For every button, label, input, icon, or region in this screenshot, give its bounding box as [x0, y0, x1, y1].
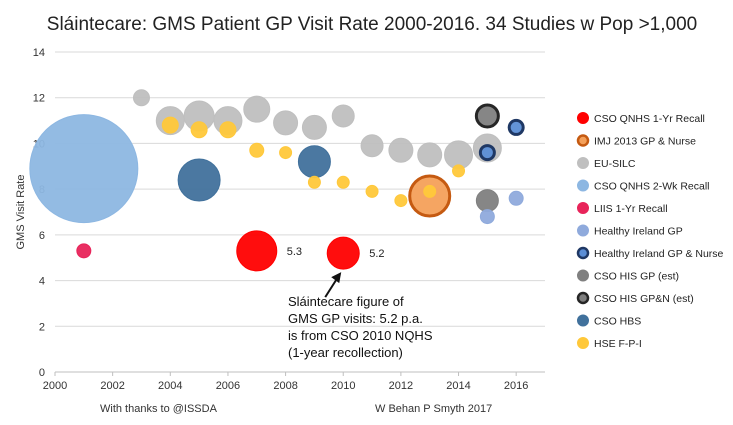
bubble [301, 114, 327, 140]
bubble [279, 146, 293, 160]
annotation: Sláintecare figure of GMS GP visits: 5.2 … [288, 272, 433, 360]
footer-left: With thanks to @ISSDA [100, 403, 218, 415]
footer-right: W Behan P Smyth 2017 [375, 403, 492, 415]
bubble [190, 121, 208, 139]
legend-label: HSE F-P-I [594, 338, 642, 350]
bubble [388, 137, 414, 163]
legend-marker [576, 291, 590, 305]
bubble [76, 243, 92, 259]
legend-label: IMJ 2013 GP & Nurse [594, 136, 696, 148]
legend-label: Healthy Ireland GP & Nurse [594, 248, 724, 260]
y-tick-label: 6 [39, 230, 45, 242]
y-tick-label: 12 [33, 93, 45, 105]
data-labels: 5.3 5.2 [287, 246, 385, 260]
legend-label: EU-SILC [594, 158, 636, 170]
bubble [394, 194, 408, 208]
data-label: 5.2 [369, 248, 384, 260]
bubble [307, 175, 321, 189]
x-tick-label: 2006 [216, 380, 240, 392]
legend: CSO QNHS 1-Yr Recall IMJ 2013 GP & Nurse E… [576, 112, 724, 350]
legend-marker [577, 179, 589, 192]
bubble [417, 142, 443, 168]
bubble [478, 144, 496, 162]
bubble [249, 142, 265, 158]
bubble [219, 121, 237, 139]
x-tick-label: 2004 [158, 380, 182, 392]
annotation-arrow-head [331, 272, 342, 284]
legend-label: LIIS 1-Yr Recall [594, 203, 668, 215]
legend-marker [577, 269, 589, 282]
bubble [452, 164, 466, 178]
legend-label: CSO HIS GP&N (est) [594, 293, 694, 305]
axes: 0246810121420002002200420062008201020122… [15, 47, 545, 392]
bubble [161, 116, 179, 134]
legend-label: CSO QNHS 1-Yr Recall [594, 113, 705, 125]
bubble [507, 118, 525, 136]
legend-marker [576, 134, 590, 147]
legend-marker [577, 224, 589, 237]
y-tick-label: 2 [39, 321, 45, 333]
bubble [331, 104, 355, 128]
legend-marker [577, 314, 589, 327]
x-tick-label: 2000 [43, 380, 67, 392]
bubble [423, 184, 437, 198]
x-tick-label: 2002 [100, 380, 124, 392]
bubble [177, 158, 221, 202]
y-tick-label: 4 [39, 276, 45, 288]
x-tick-label: 2016 [504, 380, 528, 392]
bubble [508, 190, 524, 206]
x-tick-label: 2012 [389, 380, 413, 392]
bubble [474, 103, 500, 129]
bubble [132, 89, 150, 107]
bubble [326, 236, 360, 270]
x-tick-label: 2014 [446, 380, 470, 392]
chart-title: Sláintecare: GMS Patient GP Visit Rate 2… [47, 14, 697, 35]
annotation-text-line: is from CSO 2010 NQHS [288, 328, 433, 343]
annotation-text-line: (1-year recollection) [288, 345, 403, 360]
bubbles [29, 89, 525, 272]
legend-label: CSO QNHS 2-Wk Recall [594, 181, 710, 193]
legend-label: Healthy Ireland GP [594, 226, 683, 238]
legend-label: CSO HIS GP (est) [594, 271, 679, 283]
legend-marker [577, 157, 589, 169]
legend-marker [577, 202, 589, 214]
bubble [243, 95, 271, 123]
legend-label: CSO HBS [594, 316, 641, 328]
y-axis-label: GMS Visit Rate [15, 175, 27, 250]
bubble [29, 114, 139, 224]
y-tick-label: 14 [33, 47, 45, 59]
bubble [475, 189, 499, 213]
y-tick-label: 0 [39, 367, 45, 379]
data-label: 5.3 [287, 246, 302, 258]
legend-marker [576, 246, 590, 260]
bubble [360, 134, 384, 158]
bubble [273, 110, 299, 136]
bubble [236, 230, 278, 272]
annotation-text-line: GMS GP visits: 5.2 p.a. [288, 311, 423, 326]
bubble [297, 145, 331, 179]
bubble [365, 184, 379, 198]
bubble [336, 175, 350, 189]
x-tick-label: 2008 [273, 380, 297, 392]
x-tick-label: 2010 [331, 380, 355, 392]
legend-marker [577, 337, 589, 349]
bubble [479, 209, 495, 225]
legend-marker [577, 112, 589, 124]
annotation-text-line: Sláintecare figure of [288, 294, 404, 309]
